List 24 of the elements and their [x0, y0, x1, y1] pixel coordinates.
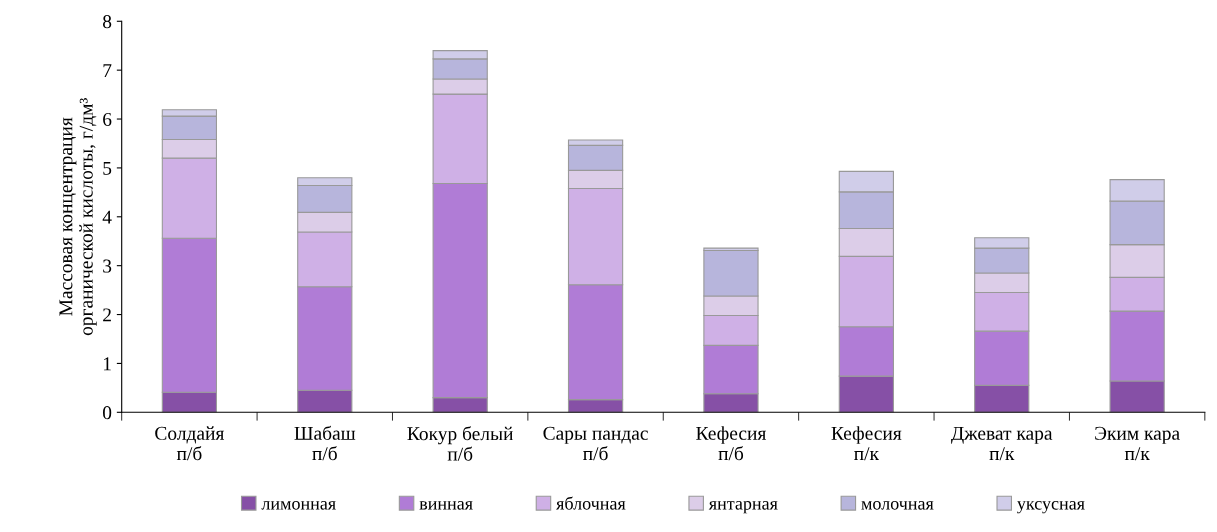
- legend-label: янтарная: [708, 500, 778, 514]
- legend-label: винная: [419, 500, 473, 510]
- y-tick-label: 0: [103, 406, 112, 420]
- x-tick-label: Шабаш п/б: [294, 425, 356, 461]
- x-tick-label: Кефесия п/б: [696, 426, 767, 461]
- y-tick-label: 6: [103, 112, 112, 126]
- y-tick-label: 2: [103, 308, 111, 322]
- y-tick-label: 7: [103, 64, 112, 77]
- y-tick-label: 5: [103, 161, 112, 175]
- y-tick-label: 4: [102, 210, 112, 224]
- y-tick-label: 3: [103, 259, 112, 273]
- y-tick-label: 8: [103, 15, 112, 29]
- x-tick-label: Кефесия п/к: [831, 426, 902, 461]
- legend-label: лимонная: [261, 500, 336, 510]
- x-tick-label: Эким кара п/к: [1095, 426, 1180, 461]
- legend-label: яблочная: [556, 496, 626, 510]
- y-tick-label: 1: [103, 357, 111, 371]
- x-tick-label: Сары пандас п/б: [543, 426, 648, 461]
- legend-label: молочная: [861, 500, 934, 510]
- x-tick-label: Солдайя п/б: [155, 426, 225, 461]
- y-axis-title: Массовая концентрация органической кислоты, г/дм³: [59, 98, 97, 336]
- legend-label: уксусная: [1017, 500, 1085, 514]
- x-tick-label: Кокур белый п/б: [407, 426, 514, 461]
- x-tick-label: Джеват кара п/к: [951, 426, 1053, 461]
